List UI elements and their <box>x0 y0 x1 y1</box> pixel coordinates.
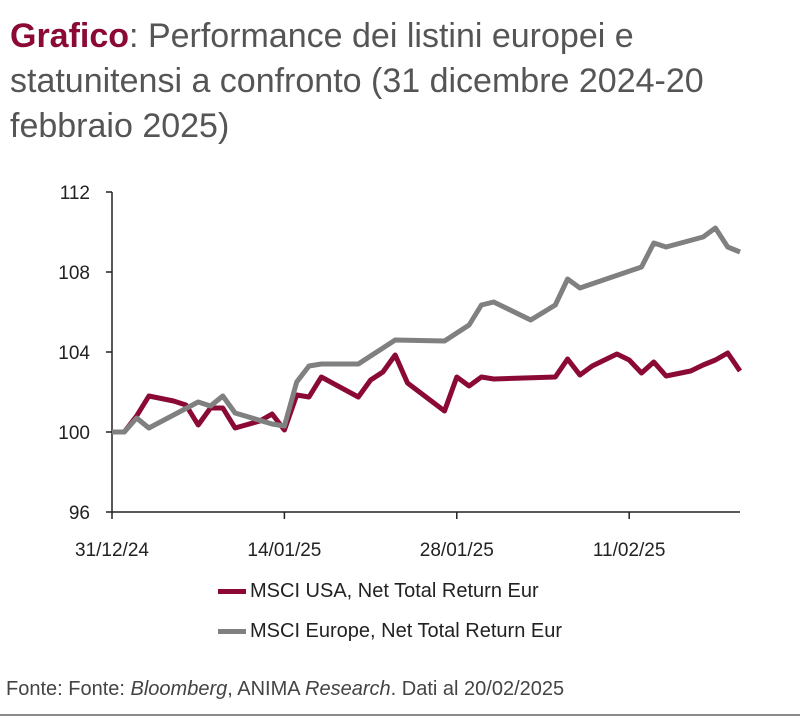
legend-label-europe: MSCI Europe, Net Total Return Eur <box>250 620 562 642</box>
source-bloomberg: Bloomberg <box>130 678 228 700</box>
y-tick-label: 104 <box>58 343 90 364</box>
y-tick-label: 100 <box>58 423 90 444</box>
legend-item-europe: MSCI Europe, Net Total Return Eur <box>218 620 562 643</box>
series-line-europe <box>112 225 741 435</box>
source-date: . Dati al 20/02/2025 <box>390 678 565 700</box>
legend-item-usa: MSCI USA, Net Total Return Eur <box>218 580 539 603</box>
axes: 96 100 104 108 112 31/12/24 14/01/25 28/01/25 11… <box>58 183 740 561</box>
chart-title: Grafico: Performance dei listini europei… <box>10 14 790 149</box>
title-highlight: Grafico <box>10 17 130 55</box>
legend-label-usa: MSCI USA, Net Total Return Eur <box>250 580 539 602</box>
legend-swatch-usa <box>218 589 246 594</box>
bottom-divider <box>0 714 800 716</box>
x-tick-label: 31/12/24 <box>75 540 149 561</box>
x-tick-label: 14/01/25 <box>247 540 321 561</box>
x-tick-label: 28/01/25 <box>420 540 494 561</box>
series-line-usa <box>112 350 743 435</box>
series-lines <box>112 225 743 435</box>
y-tick-label: 112 <box>60 183 90 204</box>
source-prefix: Fonte: Fonte: <box>6 678 131 700</box>
y-tick-label: 108 <box>58 263 90 284</box>
legend-swatch-europe <box>218 629 246 634</box>
x-tick-label: 11/02/25 <box>593 540 666 561</box>
title-text: : Performance dei listini europei e stat… <box>10 17 704 145</box>
source-research: Research <box>305 678 391 700</box>
source-mid: , ANIMA <box>227 678 306 700</box>
source-note: Fonte: Fonte: Bloomberg, ANIMA Research.… <box>6 678 564 701</box>
y-tick-label: 96 <box>69 503 90 524</box>
